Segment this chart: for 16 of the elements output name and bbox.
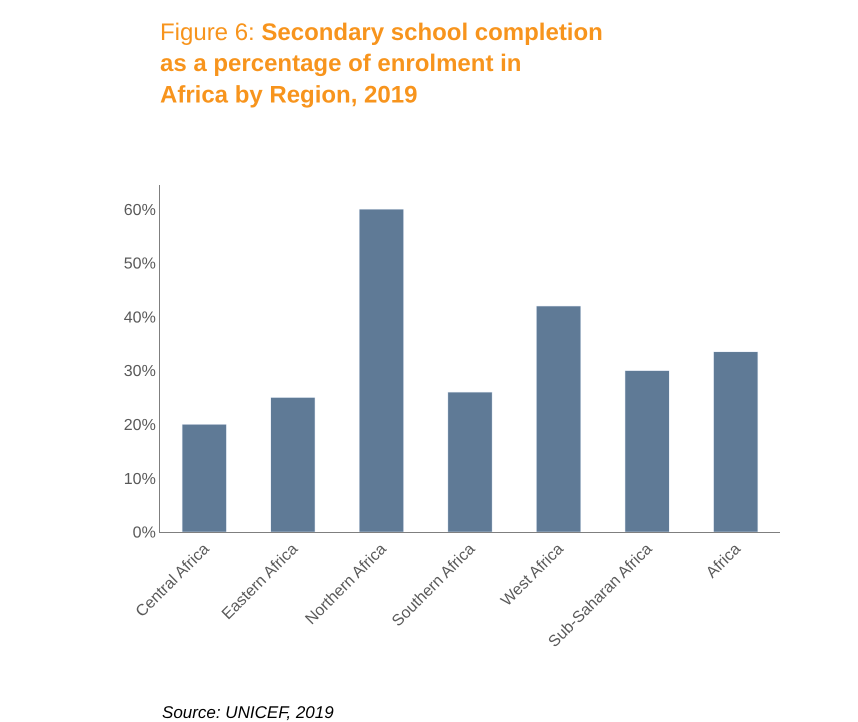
bar bbox=[182, 424, 227, 532]
bar bbox=[536, 306, 581, 532]
y-tick-label: 50% bbox=[124, 256, 156, 273]
y-tick-label: 60% bbox=[124, 202, 156, 219]
bar bbox=[270, 397, 316, 532]
bar bbox=[448, 392, 492, 532]
bar bbox=[624, 370, 670, 532]
bar bbox=[359, 208, 404, 532]
y-tick-label: 30% bbox=[124, 363, 156, 380]
y-tick-label: 0% bbox=[132, 524, 156, 542]
y-tick-label: 40% bbox=[124, 309, 156, 326]
source-note: Source: UNICEF, 2019 bbox=[162, 703, 334, 722]
bar bbox=[713, 352, 758, 532]
y-tick-label: 10% bbox=[124, 470, 156, 488]
y-tick-label: 20% bbox=[124, 417, 156, 434]
chart-title: Figure 6: Secondary school completion as a percentage of enrolment in Africa by Region, 2019 bbox=[160, 19, 603, 108]
